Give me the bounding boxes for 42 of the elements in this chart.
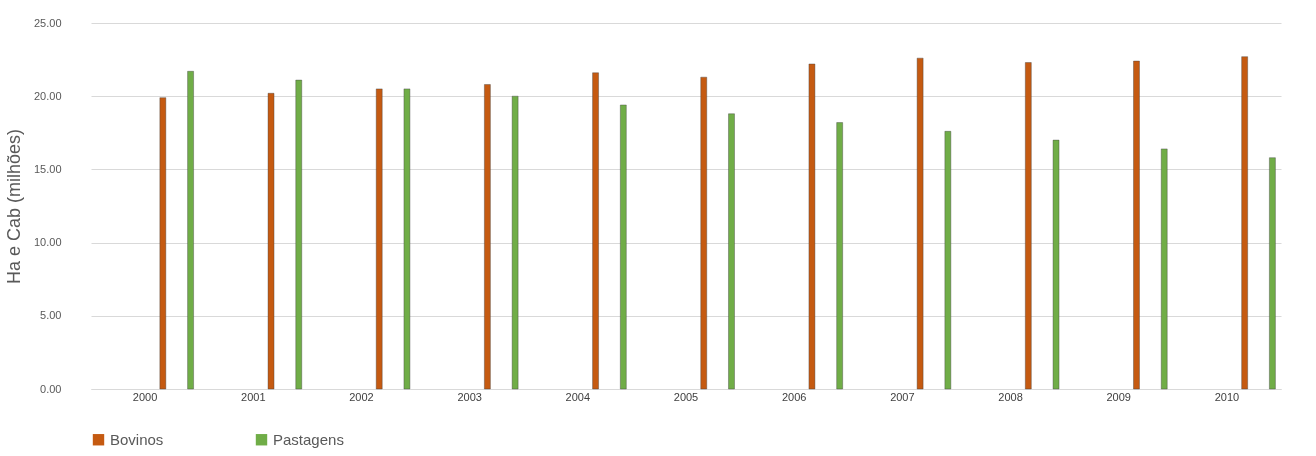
bar: [620, 104, 627, 390]
legend-label: Pastagens: [273, 430, 344, 448]
x-tick-label: 2003: [457, 390, 482, 403]
bar: [187, 71, 194, 390]
x-tick-label: 2008: [998, 390, 1023, 403]
x-tick-label: 2004: [565, 390, 591, 403]
bar: [916, 57, 924, 390]
x-tick-label: 2006: [781, 390, 807, 403]
bar: [376, 88, 383, 390]
x-tick-label: 2007: [890, 390, 915, 403]
legend-label: Bovinos: [110, 430, 164, 448]
bar: [403, 88, 411, 390]
bar: [1269, 157, 1276, 390]
x-tick-label: 2000: [132, 390, 158, 403]
bar: [836, 122, 843, 390]
bar: [700, 76, 707, 390]
bar: [944, 131, 952, 390]
x-tick-label: 2005: [673, 390, 699, 403]
y-tick-label: 20.00: [33, 89, 62, 102]
bar: [1241, 56, 1248, 390]
bar: [511, 96, 519, 390]
bar: [1133, 60, 1140, 390]
bar: [728, 113, 735, 390]
x-tick-label: 2009: [1106, 390, 1131, 403]
y-tick-label: 10.00: [33, 236, 62, 249]
bar: [159, 97, 167, 390]
bar: [1025, 62, 1032, 390]
y-tick-label: 25.00: [33, 16, 62, 29]
bar: [808, 63, 816, 390]
bar: [295, 79, 302, 390]
bar: [267, 93, 275, 390]
bar: [484, 84, 491, 390]
y-tick-label: 15.00: [33, 162, 62, 175]
x-tick-label: 2001: [241, 390, 266, 403]
bar: [592, 72, 599, 390]
bar: [1052, 139, 1060, 390]
y-tick-label: 5.00: [40, 309, 62, 322]
x-tick-label: 2002: [349, 390, 374, 403]
x-tick-label: 2010: [1214, 390, 1240, 403]
bar: [1161, 148, 1168, 390]
y-tick-label: 0.00: [40, 382, 62, 395]
y-axis-title: Ha e Cab (milhões): [3, 128, 24, 285]
